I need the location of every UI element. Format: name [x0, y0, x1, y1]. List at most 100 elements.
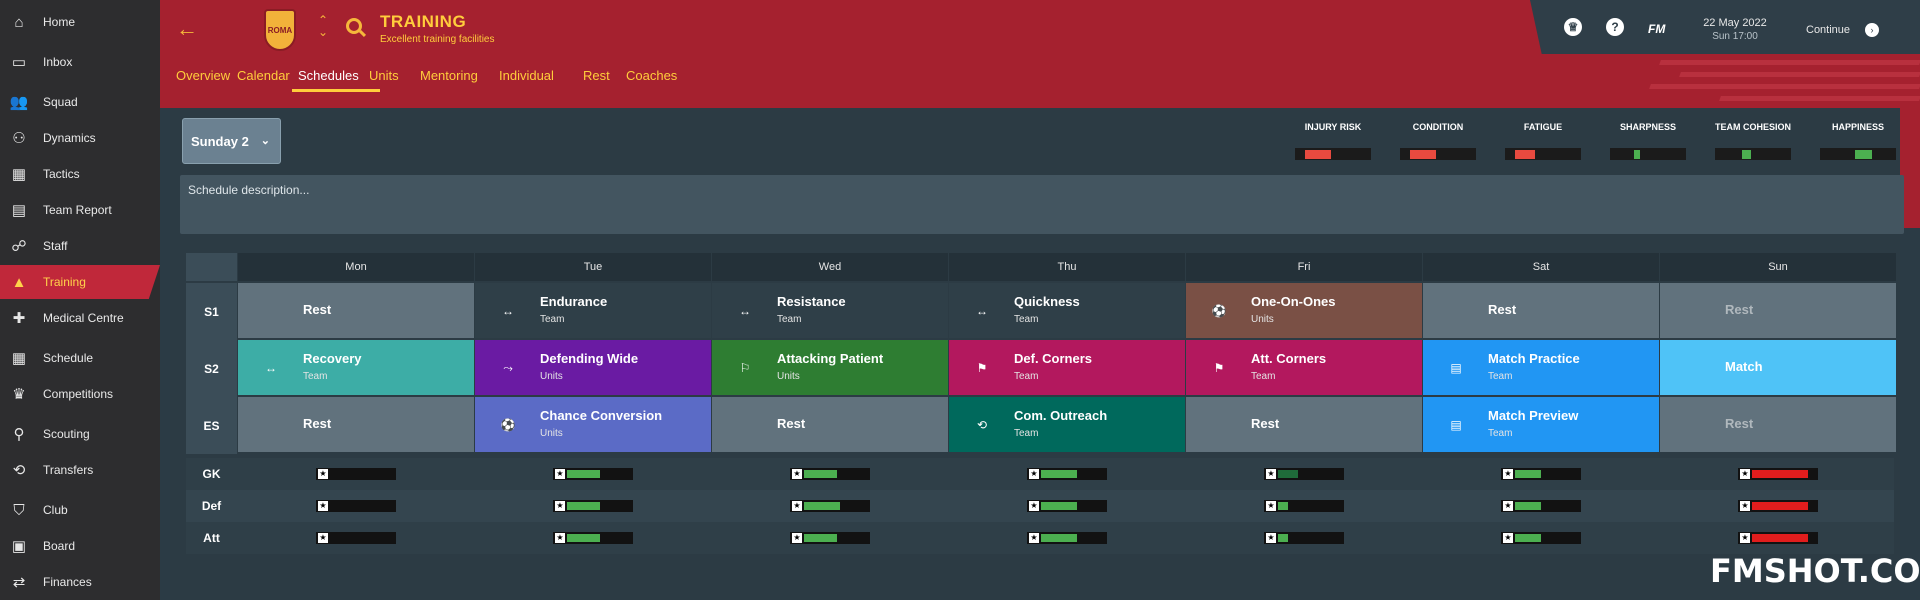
- load-bar: ★: [553, 532, 633, 544]
- star-icon: ★: [1503, 469, 1513, 479]
- session-cell[interactable]: Rest: [238, 397, 474, 452]
- sidebar-item-scouting[interactable]: ⚲ Scouting: [0, 417, 160, 451]
- session-cell[interactable]: ⚽ One-On-Ones Units: [1186, 283, 1422, 338]
- session-cell[interactable]: ▤ Match Practice Team: [1423, 340, 1659, 395]
- stat-bar-fill: [1410, 150, 1436, 159]
- session-cell[interactable]: Rest: [238, 283, 474, 338]
- day-selector[interactable]: Sunday 2 ⌄: [182, 118, 281, 164]
- star-icon: ★: [318, 533, 328, 543]
- tab-schedules[interactable]: Schedules: [298, 68, 359, 83]
- load-bar-fill: [1041, 534, 1077, 542]
- session-cell[interactable]: Rest: [1423, 283, 1659, 338]
- session-cell[interactable]: ⚑ Def. Corners Team: [949, 340, 1185, 395]
- session-title: Match Practice: [1488, 351, 1580, 366]
- session-title: Rest: [777, 416, 806, 431]
- session-cell[interactable]: Rest: [1186, 397, 1422, 452]
- sidebar-item-label: Squad: [43, 95, 78, 109]
- match-icon: ▤: [1450, 418, 1462, 432]
- session-cell[interactable]: Match: [1660, 340, 1896, 395]
- header-stripe: [1679, 72, 1920, 77]
- sidebar-item-dynamics[interactable]: ⚇ Dynamics: [0, 121, 160, 155]
- continue-button[interactable]: Continue: [1806, 24, 1851, 36]
- session-cell[interactable]: ↔ Endurance Team: [475, 283, 711, 338]
- load-bar: ★: [1264, 468, 1344, 480]
- sidebar-item-medical-centre[interactable]: ✚ Medical Centre: [0, 301, 160, 335]
- search-icon[interactable]: [346, 18, 362, 34]
- star-icon: ★: [792, 533, 802, 543]
- sidebar-item-club[interactable]: ⛉ Club: [0, 493, 160, 527]
- session-type: Units: [540, 371, 563, 382]
- sidebar-item-label: Dynamics: [43, 131, 96, 145]
- board-icon: ▣: [11, 538, 27, 555]
- star-icon: ★: [1503, 533, 1513, 543]
- sidebar-item-schedule[interactable]: ▦ Schedule: [0, 341, 160, 375]
- session-row-label: S1: [186, 283, 237, 340]
- session-cell[interactable]: ⚐ Attacking Patient Units: [712, 340, 948, 395]
- tab-units[interactable]: Units: [369, 68, 399, 83]
- session-title: Match Preview: [1488, 408, 1579, 423]
- set-piece-icon: ⚑: [1213, 361, 1225, 375]
- continue-arrow-icon[interactable]: ›: [1865, 23, 1879, 37]
- sidebar-item-label: Finances: [43, 575, 92, 589]
- star-icon: ★: [1029, 501, 1039, 511]
- tab-coaches[interactable]: Coaches: [626, 68, 678, 83]
- session-cell[interactable]: Rest: [1660, 397, 1896, 452]
- load-bar: ★: [1027, 468, 1107, 480]
- stat-bar: [1295, 148, 1371, 160]
- day-header-wed: Wed: [712, 253, 948, 281]
- session-cell[interactable]: ⚽ Chance Conversion Units: [475, 397, 711, 452]
- help-icon[interactable]: ?: [1606, 18, 1624, 36]
- sidebar: ⌂ Home ▭ Inbox 👥 Squad ⚇ Dynamics ▦ Tactics ▤ Team …: [0, 0, 160, 600]
- back-arrow-icon[interactable]: ←: [176, 16, 198, 41]
- sidebar-item-label: Club: [43, 503, 68, 517]
- sidebar-item-home[interactable]: ⌂ Home: [0, 5, 160, 39]
- session-cell[interactable]: ↔ Resistance Team: [712, 283, 948, 338]
- session-type: Team: [1251, 371, 1276, 382]
- fm-menu-button[interactable]: FM: [1648, 22, 1666, 36]
- tab-rest[interactable]: Rest: [583, 68, 610, 83]
- session-cell[interactable]: ↔ Quickness Team: [949, 283, 1185, 338]
- session-title: Recovery: [303, 351, 362, 366]
- load-bar-fill: [804, 534, 837, 542]
- session-title: Attacking Patient: [777, 351, 884, 366]
- stat-label: FATIGUE: [1523, 122, 1563, 132]
- sidebar-item-label: Board: [43, 539, 76, 553]
- trophy-icon[interactable]: ♕: [1564, 18, 1582, 36]
- session-title: Rest: [1725, 416, 1754, 431]
- tab-overview[interactable]: Overview: [176, 68, 231, 83]
- sidebar-item-staff[interactable]: ☍ Staff: [0, 229, 160, 263]
- scouting-icon: ⚲: [13, 426, 25, 443]
- sidebar-item-transfers[interactable]: ⟲ Transfers: [0, 453, 160, 487]
- up-down-arrows-icon[interactable]: ⌃ ⌄: [318, 13, 329, 39]
- sidebar-item-team-report[interactable]: ▤ Team Report: [0, 193, 160, 227]
- tab-mentoring[interactable]: Mentoring: [420, 68, 478, 83]
- session-cell[interactable]: ↔ Recovery Team: [238, 340, 474, 395]
- session-cell[interactable]: ⚑ Att. Corners Team: [1186, 340, 1422, 395]
- tab-calendar[interactable]: Calendar: [237, 68, 290, 83]
- active-tab-underline: [292, 89, 380, 92]
- load-bar-fill: [1752, 534, 1808, 542]
- sidebar-item-tactics[interactable]: ▦ Tactics: [0, 157, 160, 191]
- sidebar-item-training[interactable]: ▲ Training: [0, 265, 160, 299]
- sidebar-item-inbox[interactable]: ▭ Inbox: [0, 45, 160, 79]
- dumbbell-icon: ↔: [976, 304, 988, 318]
- star-icon: ★: [1740, 533, 1750, 543]
- load-bar: ★: [1027, 500, 1107, 512]
- session-cell[interactable]: ⟲ Com. Outreach Team: [949, 397, 1185, 452]
- sidebar-item-competitions[interactable]: ♛ Competitions: [0, 377, 160, 411]
- load-bar-fill: [1041, 470, 1077, 478]
- sidebar-item-finances[interactable]: ⇄ Finances: [0, 565, 160, 599]
- sidebar-item-squad[interactable]: 👥 Squad: [0, 85, 160, 119]
- club-crest[interactable]: ROMA: [264, 9, 296, 51]
- session-cell[interactable]: ⤳ Defending Wide Units: [475, 340, 711, 395]
- header-stripe: [1659, 60, 1920, 65]
- load-bar: ★: [790, 468, 870, 480]
- session-title: One-On-Ones: [1251, 294, 1336, 309]
- day-header-thu: Thu: [949, 253, 1185, 281]
- session-cell[interactable]: Rest: [1660, 283, 1896, 338]
- tab-individual[interactable]: Individual: [499, 68, 554, 83]
- session-cell[interactable]: Rest: [712, 397, 948, 452]
- sidebar-item-board[interactable]: ▣ Board: [0, 529, 160, 563]
- schedule-description-field[interactable]: Schedule description...: [180, 175, 1904, 234]
- session-cell[interactable]: ▤ Match Preview Team: [1423, 397, 1659, 452]
